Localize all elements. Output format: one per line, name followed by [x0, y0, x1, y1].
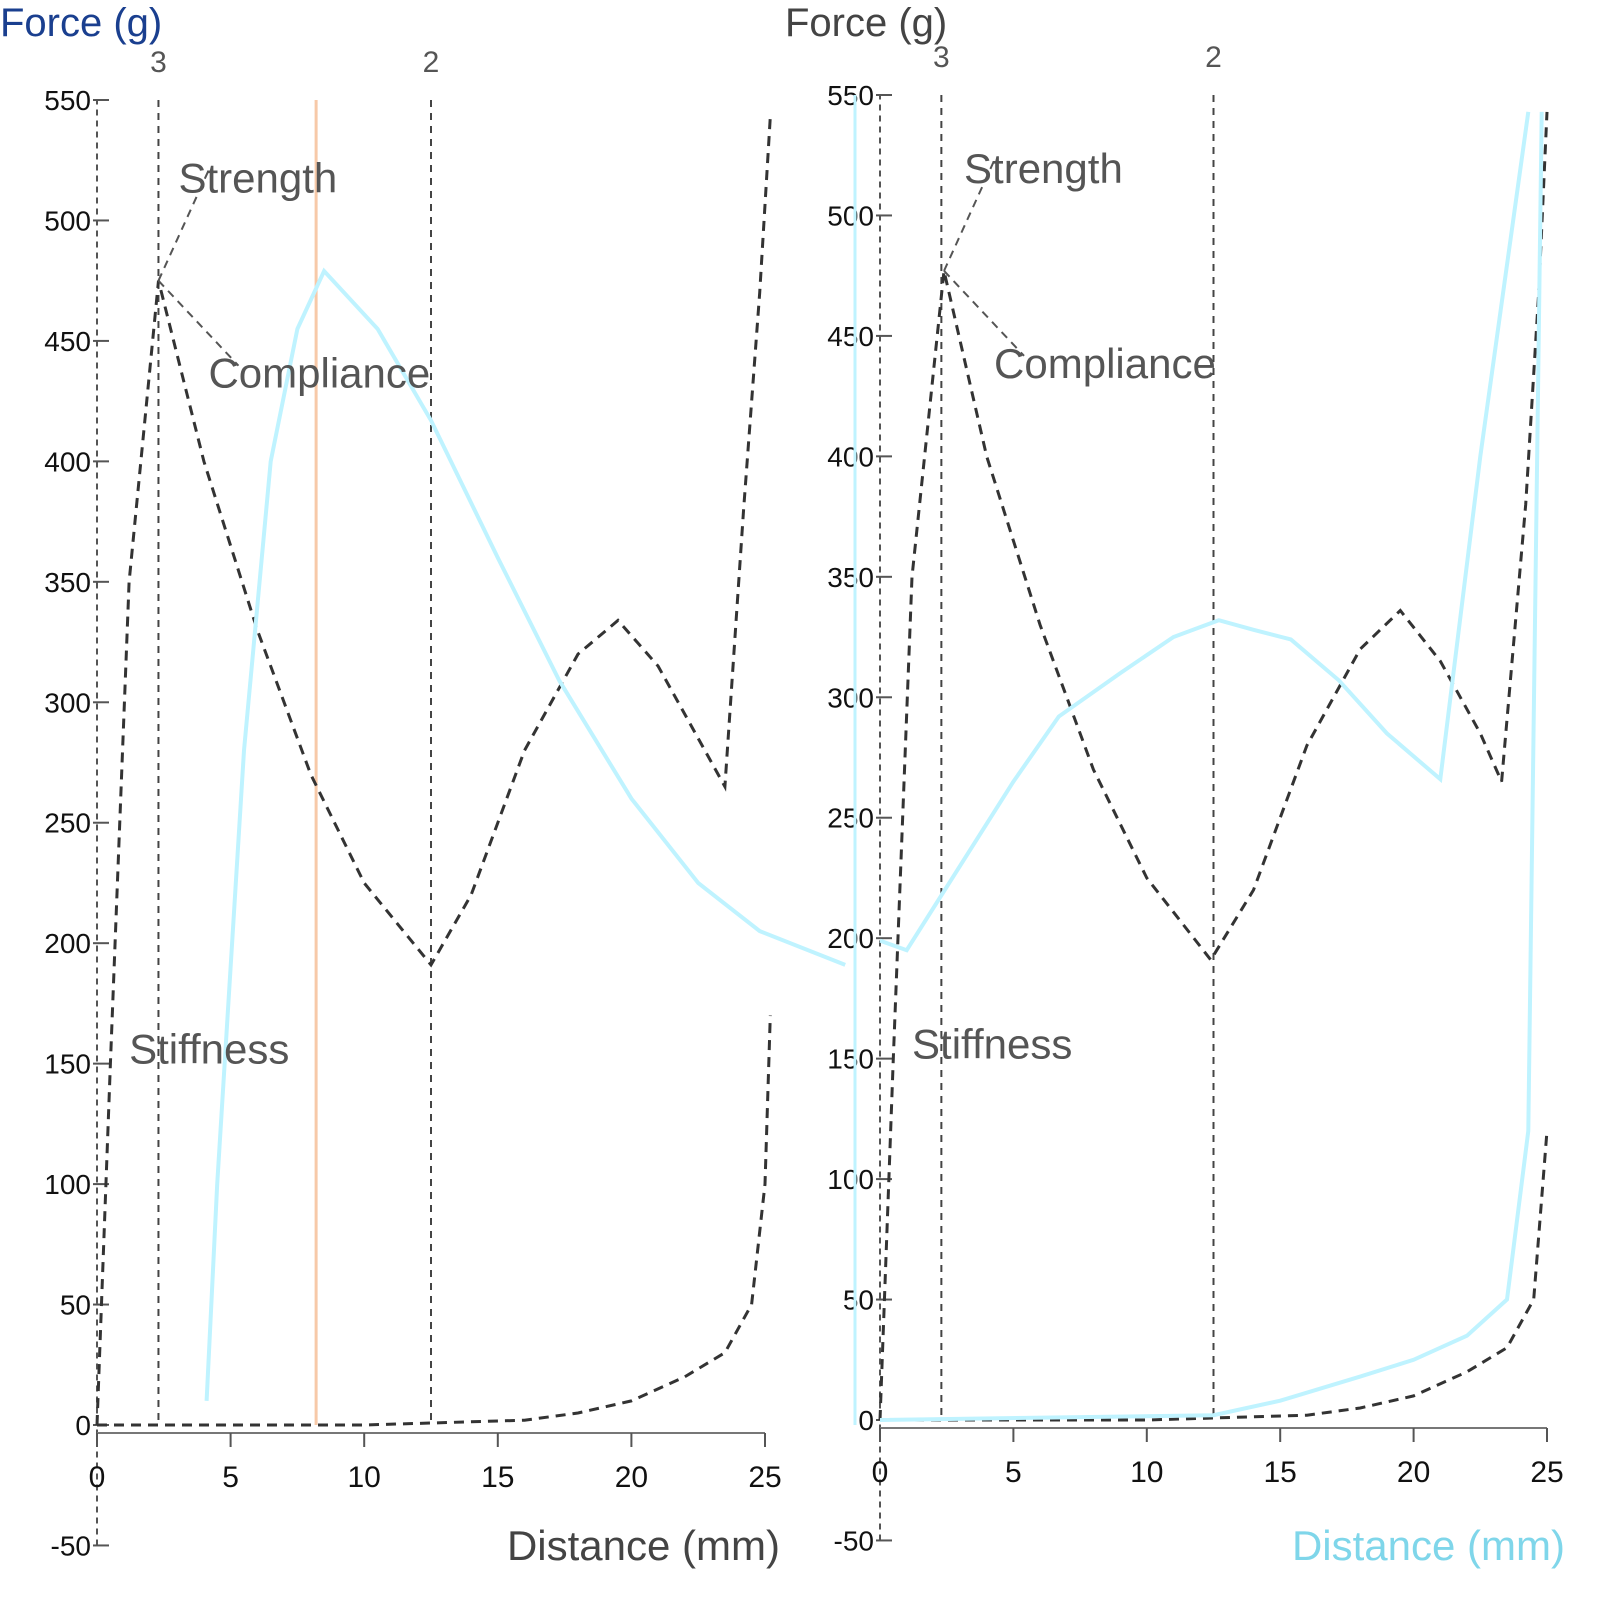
y-tick-label: 50: [843, 1285, 874, 1316]
y-tick-label: 500: [827, 200, 874, 231]
annotation-leader: [157, 170, 210, 282]
y-tick-label: 550: [827, 80, 874, 111]
x-tick-label: 15: [481, 1461, 514, 1494]
y-tick-label: 300: [827, 682, 874, 713]
y-tick-label: 400: [44, 446, 91, 477]
series-line-2: [880, 1130, 1549, 1422]
y-tick-label: 0: [75, 1410, 91, 1441]
y-axis-title: Force (g): [785, 1, 947, 45]
series-line-4: [879, 111, 1544, 1422]
y-tick-label: 250: [827, 803, 874, 834]
x-tick-label: 25: [1530, 1456, 1563, 1489]
y-axis-title: Force (g): [0, 1, 162, 45]
x-tick-label: 5: [222, 1461, 239, 1494]
x-tick-label: 20: [615, 1461, 648, 1494]
series-line-1: [95, 116, 772, 1426]
marker-label: 3: [933, 41, 950, 74]
y-tick-label: 100: [827, 1164, 874, 1195]
y-tick-label: 200: [827, 923, 874, 954]
y-tick-label: 300: [44, 687, 91, 718]
series-line-3: [204, 267, 846, 1401]
x-tick-label: 25: [748, 1461, 781, 1494]
x-tick-label: 15: [1264, 1456, 1297, 1489]
x-tick-label: 20: [1397, 1456, 1430, 1489]
x-tick-label: 10: [348, 1461, 381, 1494]
annotation-label: Compliance: [994, 340, 1216, 387]
series-line-2: [97, 1015, 772, 1427]
marker-label: 2: [423, 46, 440, 79]
annotation-leader: [157, 279, 240, 367]
y-tick-label: -50: [51, 1530, 91, 1561]
y-tick-label: 350: [827, 562, 874, 593]
x-tick-label: 0: [89, 1461, 106, 1494]
annotation-label: Strength: [178, 155, 337, 202]
x-tick-label: 5: [1005, 1456, 1022, 1489]
y-tick-label: 350: [44, 567, 91, 598]
y-tick-label: 450: [44, 326, 91, 357]
x-tick-label: 0: [872, 1456, 889, 1489]
y-tick-label: 50: [60, 1290, 91, 1321]
y-tick-label: 150: [44, 1049, 91, 1080]
y-tick-label: 550: [44, 85, 91, 116]
y-tick-label: -50: [834, 1525, 874, 1556]
y-tick-label: 500: [44, 205, 91, 236]
annotation-leader: [943, 270, 1025, 357]
y-tick-label: 450: [827, 321, 874, 352]
y-tick-label: 200: [44, 928, 91, 959]
annotation-label: Stiffness: [129, 1026, 289, 1073]
y-tick-label: 150: [827, 1044, 874, 1075]
series-line-1: [878, 111, 1549, 1421]
chart-panel-1: -50 0 50 100 150 200 250 300 350 400 450 500 550 0 5 10…: [0, 1, 846, 1569]
annotation-label: Strength: [964, 145, 1123, 192]
x-tick-label: 10: [1130, 1456, 1163, 1489]
annotation-label: Stiffness: [912, 1021, 1072, 1068]
x-axis-title: Distance (mm): [1292, 1522, 1565, 1569]
series-line-3: [879, 111, 1531, 953]
y-tick-label: 100: [44, 1169, 91, 1200]
y-tick-label: 250: [44, 808, 91, 839]
annotation-label: Compliance: [208, 350, 430, 397]
marker-label: 2: [1205, 41, 1222, 74]
annotation-leader: [943, 160, 995, 272]
y-tick-label: 400: [827, 441, 874, 472]
chart-panel-2: -50 0 50 100 150 200 250 300 350 400 450 500 550 0 5 10…: [785, 1, 1565, 1569]
marker-label: 3: [150, 46, 167, 79]
y-tick-label: 0: [858, 1405, 874, 1436]
x-axis-title: Distance (mm): [507, 1522, 780, 1569]
